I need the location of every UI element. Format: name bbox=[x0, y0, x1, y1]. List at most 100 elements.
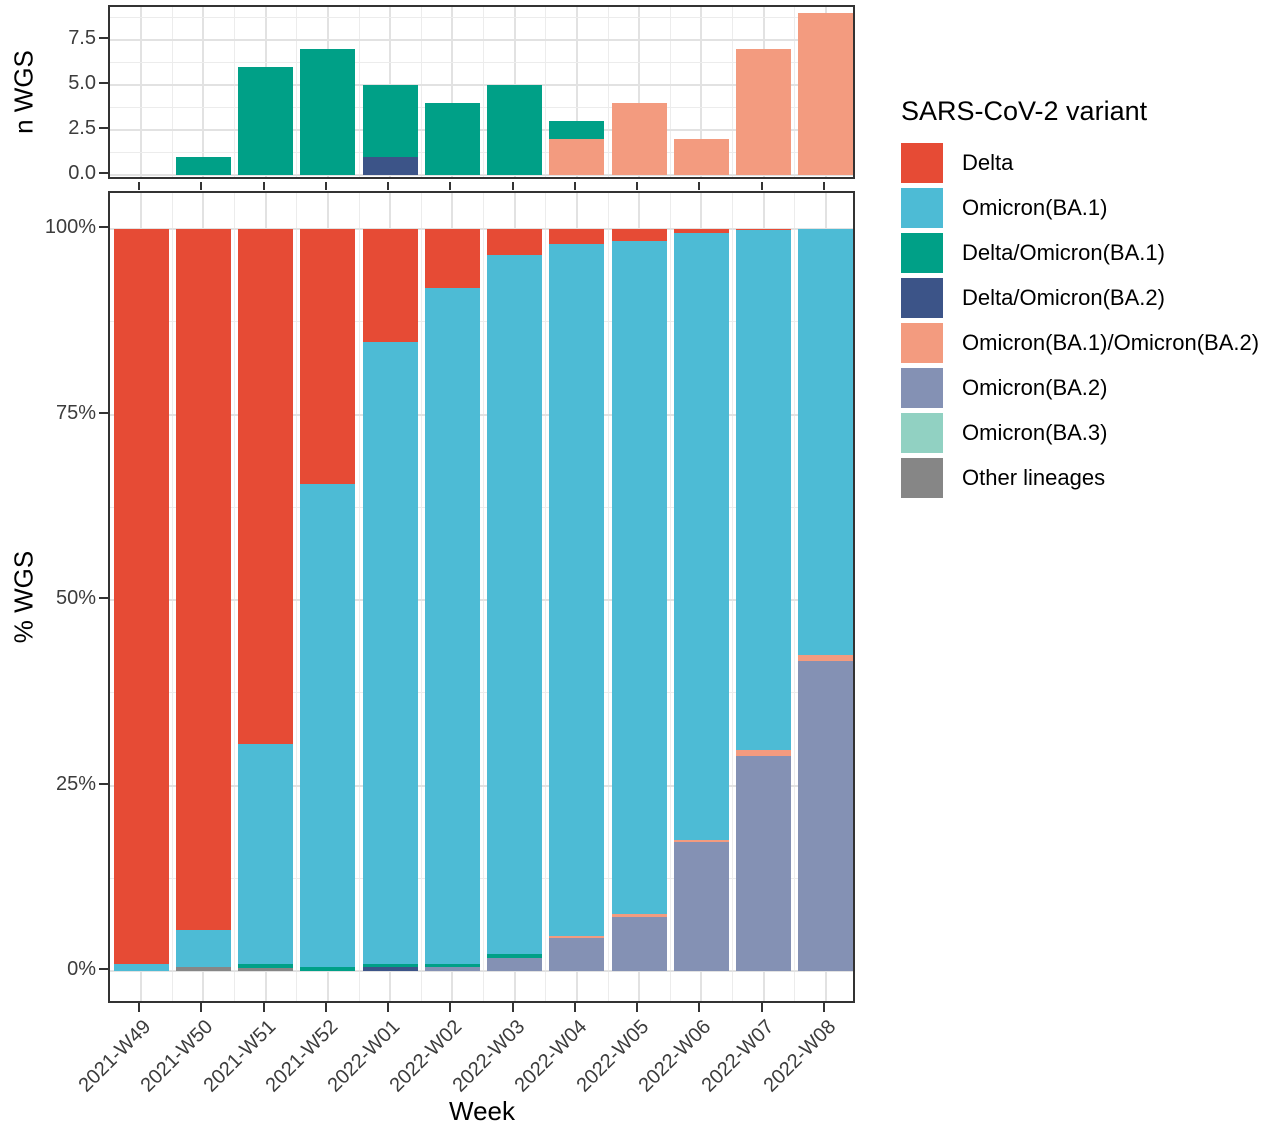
bar-segment-omicron-ba-1- bbox=[487, 254, 542, 954]
bar-segment-omicron-ba-2- bbox=[673, 841, 729, 971]
legend-swatch bbox=[901, 187, 943, 228]
gridline-minor-v bbox=[420, 193, 422, 1001]
legend-label: Other lineages bbox=[962, 464, 1106, 490]
bar-segment-omicron-ba-1-omicron-ba-2- bbox=[798, 13, 853, 175]
gridline-minor-h bbox=[110, 877, 853, 879]
bar-segment-delta bbox=[238, 229, 293, 744]
bar-segment-omicron-ba-1-omicron-ba-2- bbox=[798, 654, 853, 661]
gridline-minor-v bbox=[732, 193, 733, 1001]
bar-segment-omicron-ba-1- bbox=[362, 341, 418, 964]
x-tick-mark bbox=[262, 182, 265, 190]
gridline-minor-h bbox=[110, 107, 853, 108]
legend-items: Delta Omicron(BA.1) Delta/Omicron(BA.1) Del… bbox=[901, 140, 1259, 500]
x-tick-mark bbox=[324, 182, 327, 190]
y-tick-label: 7.5 bbox=[68, 27, 96, 49]
x-tick-mark bbox=[449, 1003, 452, 1012]
bar-segment-delta-omicron-ba-2- bbox=[362, 967, 418, 971]
x-tick-mark bbox=[200, 182, 203, 190]
gridline-minor-v bbox=[234, 7, 235, 177]
x-tick-mark bbox=[760, 1003, 763, 1012]
legend-item: Omicron(BA.3) bbox=[901, 410, 1259, 455]
y-tick-label: 5.0 bbox=[68, 72, 96, 94]
legend-label: Delta/Omicron(BA.1) bbox=[962, 239, 1165, 265]
legend-swatch bbox=[901, 322, 943, 363]
x-tick-mark bbox=[200, 1003, 203, 1012]
legend-swatch bbox=[901, 412, 943, 453]
bar-segment-delta bbox=[113, 229, 169, 964]
y-tick-label: 2.5 bbox=[68, 117, 96, 139]
bar-segment-omicron-ba-1- bbox=[175, 930, 231, 967]
legend-item: Omicron(BA.2) bbox=[901, 365, 1259, 410]
y-tick-mark bbox=[99, 782, 108, 785]
gridline-minor-v bbox=[296, 193, 298, 1001]
bar-segment-delta bbox=[611, 229, 667, 241]
legend-label: Delta/Omicron(BA.2) bbox=[962, 284, 1165, 310]
gridline-minor-h bbox=[110, 17, 853, 18]
x-tick-mark bbox=[636, 182, 639, 190]
gridline-major-h bbox=[110, 413, 853, 416]
bar-segment-omicron-ba-1- bbox=[736, 230, 791, 750]
bar-segment-omicron-ba-2- bbox=[611, 916, 667, 971]
bar-segment-delta-omicron-ba-1- bbox=[300, 966, 356, 971]
legend-swatch bbox=[901, 232, 943, 273]
gridline-major-h bbox=[110, 129, 853, 131]
bar-segment-omicron-ba-1-omicron-ba-2- bbox=[736, 749, 791, 756]
bar-segment-omicron-ba-1- bbox=[611, 240, 667, 914]
gridline-minor-h bbox=[110, 62, 853, 63]
x-tick-mark bbox=[449, 182, 452, 190]
gridline-minor-v bbox=[545, 193, 547, 1001]
x-tick-mark bbox=[511, 182, 514, 190]
legend-label: Omicron(BA.3) bbox=[962, 419, 1108, 445]
bar-segment-omicron-ba-2- bbox=[424, 967, 480, 971]
legend-label: Omicron(BA.1)/Omicron(BA.2) bbox=[962, 329, 1260, 355]
legend-label: Omicron(BA.1) bbox=[962, 194, 1108, 220]
x-tick-mark bbox=[698, 182, 701, 190]
bar-segment-delta-omicron-ba-1- bbox=[238, 964, 293, 969]
bar-segment-omicron-ba-1- bbox=[673, 232, 729, 840]
bar-segment-delta bbox=[362, 229, 418, 342]
bar-segment-delta-omicron-ba-1- bbox=[300, 49, 356, 175]
x-axis-title: Week bbox=[449, 1096, 515, 1126]
x-tick-mark bbox=[138, 182, 141, 190]
x-tick-mark bbox=[573, 1003, 576, 1012]
bar-segment-delta-omicron-ba-1- bbox=[424, 103, 480, 175]
bar-segment-omicron-ba-2- bbox=[736, 755, 791, 971]
gridline-minor-v bbox=[171, 7, 173, 177]
y-tick-label: 25% bbox=[55, 772, 96, 795]
bar-segment-delta-omicron-ba-1- bbox=[487, 953, 542, 958]
bar-segment-delta-omicron-ba-1- bbox=[362, 963, 418, 968]
bar-segment-omicron-ba-1-omicron-ba-2- bbox=[611, 913, 667, 917]
legend-item: Omicron(BA.1) bbox=[901, 185, 1259, 230]
gridline-major-v bbox=[700, 7, 703, 177]
top-chart-panel bbox=[108, 5, 855, 179]
gridline-minor-v bbox=[358, 7, 360, 177]
gridline-minor-v bbox=[358, 193, 360, 1001]
bar-segment-omicron-ba-2- bbox=[798, 660, 853, 971]
bar-segment-delta-omicron-ba-2- bbox=[362, 157, 418, 175]
y-tick-label: 0.0 bbox=[68, 162, 96, 184]
bar-segment-delta bbox=[673, 229, 729, 233]
bar-segment-omicron-ba-1-omicron-ba-2- bbox=[549, 139, 605, 175]
gridline-major-v bbox=[575, 7, 578, 177]
gridline-minor-v bbox=[483, 7, 484, 177]
legend-item: Delta/Omicron(BA.1) bbox=[901, 230, 1259, 275]
y-tick-mark bbox=[99, 968, 108, 970]
bar-segment-other-lineages bbox=[175, 966, 231, 971]
gridline-major-h bbox=[110, 784, 853, 787]
y-tick-label: 50% bbox=[55, 587, 96, 609]
x-tick-mark bbox=[760, 182, 763, 190]
gridline-minor-h bbox=[110, 692, 853, 694]
legend-label: Delta bbox=[962, 149, 1014, 175]
legend-swatch bbox=[901, 367, 943, 408]
y-tick-label: 100% bbox=[44, 216, 96, 238]
gridline-minor-h bbox=[110, 152, 853, 153]
x-tick-mark bbox=[387, 182, 390, 190]
bar-segment-omicron-ba-1- bbox=[113, 963, 169, 971]
bar-segment-omicron-ba-1- bbox=[424, 288, 480, 964]
gridline-major-h bbox=[110, 599, 853, 601]
y-tick-mark bbox=[99, 127, 108, 129]
gridline-minor-v bbox=[296, 7, 298, 177]
gridline-major-v bbox=[451, 7, 454, 177]
bar-segment-omicron-ba-2- bbox=[549, 938, 605, 971]
x-tick-mark bbox=[387, 1003, 390, 1012]
